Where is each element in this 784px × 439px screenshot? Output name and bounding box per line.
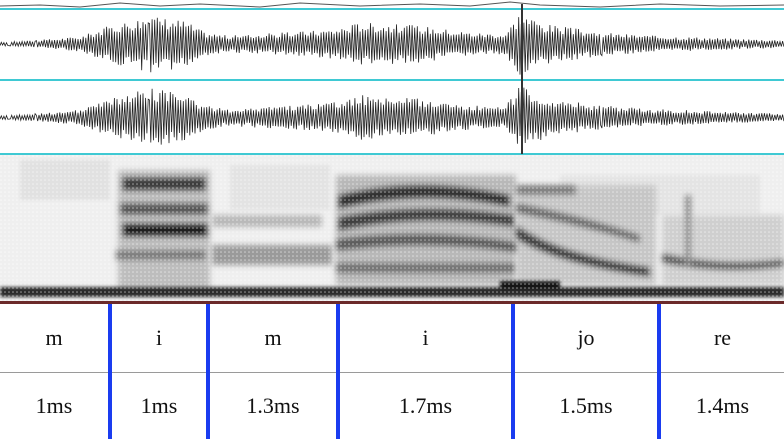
syllable-label[interactable]: m (264, 325, 282, 350)
waveform-channel-1[interactable] (0, 8, 784, 80)
segment-boundary[interactable] (206, 304, 210, 439)
waveform-top-strip (0, 0, 784, 8)
duration-label[interactable]: 1.5ms (559, 393, 613, 418)
channel-separator (0, 79, 784, 81)
channel-separator (0, 153, 784, 155)
playback-cursor[interactable] (521, 4, 523, 154)
syllable-label[interactable]: jo (577, 325, 595, 350)
waveform-trace (0, 17, 784, 75)
segment-boundary[interactable] (336, 304, 340, 439)
spectrogram-plot (0, 155, 784, 304)
waveform-channel-2[interactable] (0, 81, 784, 154)
segment-boundary[interactable] (657, 304, 661, 439)
duration-label[interactable]: 1.3ms (246, 393, 300, 418)
waveform-plot (0, 17, 784, 75)
duration-label[interactable]: 1ms (140, 393, 178, 418)
spectrogram[interactable] (0, 155, 784, 304)
syllable-label[interactable]: m (45, 325, 63, 350)
tier-separator (0, 372, 784, 373)
syllable-label[interactable]: i (422, 325, 429, 350)
duration-label[interactable]: 1ms (35, 393, 73, 418)
duration-label[interactable]: 1.4ms (695, 393, 750, 418)
segment-boundary[interactable] (108, 304, 112, 439)
channel-separator (0, 8, 784, 10)
segment-boundary[interactable] (511, 304, 515, 439)
syllable-label[interactable]: i (155, 325, 163, 350)
syllable-label[interactable]: re (713, 325, 732, 350)
waveform-plot (0, 87, 784, 145)
annotation-tiers: m i m i jo re 1ms 1ms 1.3ms 1.7ms 1.5ms … (0, 304, 784, 439)
waveform-trace (0, 87, 784, 145)
duration-label[interactable]: 1.7ms (398, 393, 453, 418)
